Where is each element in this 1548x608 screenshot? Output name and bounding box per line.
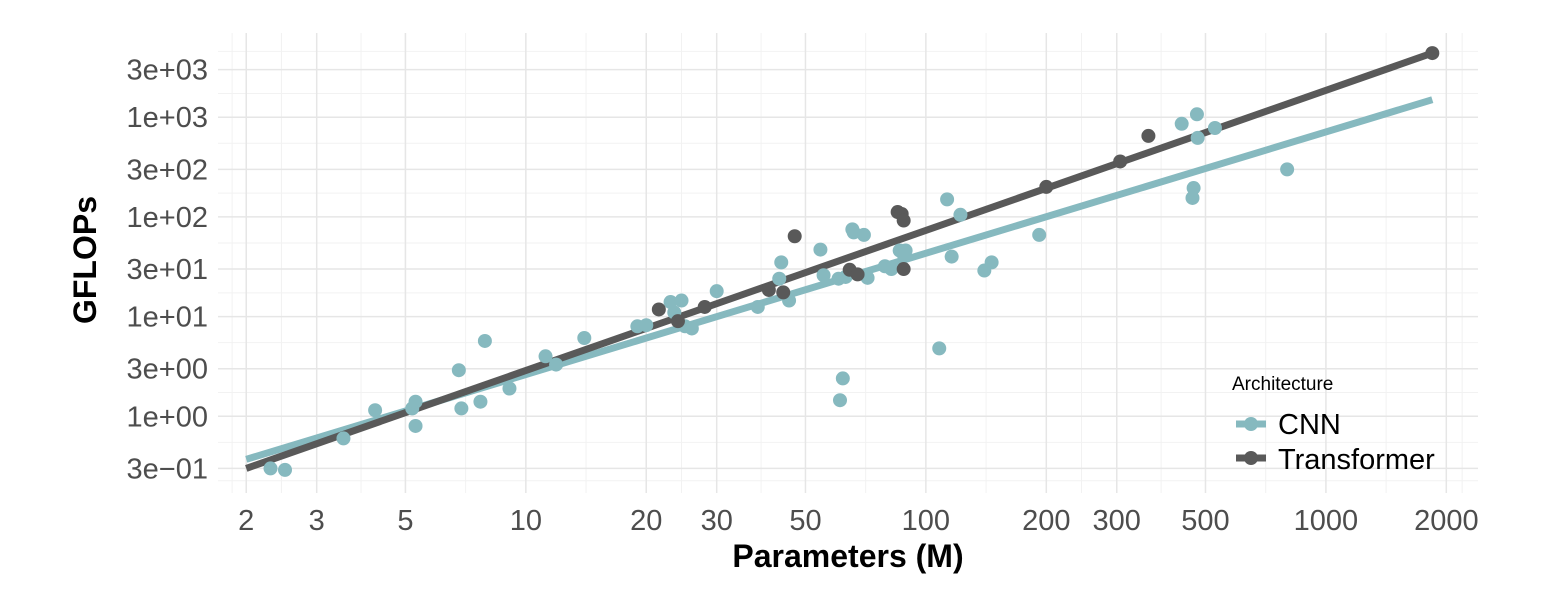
legend-item-transformer: Transformer [1236, 444, 1435, 476]
major-gridlines [218, 33, 1478, 493]
x-tick-label: 200 [1022, 505, 1070, 537]
data-point-cnn [1186, 181, 1201, 196]
data-point-cnn [502, 381, 517, 396]
data-point-cnn [816, 268, 831, 283]
data-point-cnn [984, 255, 999, 270]
data-point-cnn [932, 341, 947, 356]
data-point-cnn [263, 461, 278, 476]
data-point-transformer [787, 229, 802, 244]
data-point-cnn [549, 357, 564, 372]
legend-item-cnn: CNN [1236, 409, 1341, 441]
data-point-transformer [697, 299, 712, 314]
data-point-transformer [896, 262, 911, 277]
data-point-cnn [1207, 120, 1222, 135]
y-tick-label: 1e+03 [127, 102, 208, 134]
x-tick-label: 500 [1181, 505, 1229, 537]
data-point-transformer [1425, 46, 1440, 61]
x-tick-label: 300 [1093, 505, 1141, 537]
data-point-cnn [408, 418, 423, 433]
data-point-cnn [709, 284, 724, 299]
y-tick-label: 3e+01 [127, 254, 208, 286]
data-point-cnn [674, 293, 689, 308]
trend-line-transformer [245, 49, 1434, 472]
data-point-cnn [832, 393, 847, 408]
x-tick-label: 2000 [1414, 505, 1479, 537]
x-tick-label: 10 [510, 505, 542, 537]
data-point-cnn [577, 331, 592, 346]
data-point-cnn [898, 243, 913, 258]
data-point-cnn [940, 192, 955, 207]
data-point-cnn [774, 255, 789, 270]
legend: Architecture CNN Transformer [1232, 374, 1435, 476]
x-tick-label: 5 [397, 505, 413, 537]
x-tick-label: 30 [701, 505, 733, 537]
data-point-cnn [336, 431, 351, 446]
legend-label-transformer: Transformer [1278, 444, 1435, 476]
data-point-transformer [850, 267, 865, 282]
data-point-cnn [750, 299, 765, 314]
legend-title: Architecture [1232, 374, 1333, 395]
data-point-cnn [1189, 107, 1204, 122]
y-tick-label: 1e+02 [127, 202, 208, 234]
legend-label-cnn: CNN [1278, 409, 1341, 441]
legend-dot-transformer [1244, 451, 1258, 465]
data-points [263, 46, 1440, 477]
data-point-cnn [953, 207, 968, 222]
x-tick-label: 50 [789, 505, 821, 537]
data-point-transformer [670, 314, 685, 329]
y-axis-title: GFLOPs [67, 196, 103, 324]
y-tick-label: 3e+03 [127, 55, 208, 87]
data-point-cnn [473, 394, 488, 409]
y-tick-label: 1e+00 [127, 401, 208, 433]
data-point-cnn [813, 242, 828, 257]
data-point-transformer [761, 282, 776, 297]
data-point-cnn [477, 333, 492, 348]
data-point-cnn [368, 403, 383, 418]
data-point-transformer [1039, 179, 1054, 194]
data-point-cnn [1280, 162, 1295, 177]
x-tick-label: 2 [238, 505, 254, 537]
data-point-cnn [944, 249, 959, 264]
x-tick-label: 1000 [1294, 505, 1359, 537]
y-tick-label: 3e+00 [127, 354, 208, 386]
data-point-transformer [1141, 128, 1156, 143]
data-point-cnn [408, 394, 423, 409]
data-point-cnn [684, 321, 699, 336]
x-tick-label: 100 [902, 505, 950, 537]
y-tick-label: 1e+01 [127, 302, 208, 334]
data-point-transformer [651, 302, 666, 317]
data-point-cnn [835, 371, 850, 386]
data-point-transformer [896, 213, 911, 228]
data-point-transformer [1113, 154, 1128, 169]
data-point-cnn [639, 318, 654, 333]
x-axis-title: Parameters (M) [732, 538, 963, 574]
y-axis-tick-labels: 3e−01 1e+00 3e+00 1e+01 3e+01 1e+02 3e+02 1e+03… [127, 55, 208, 486]
data-point-cnn [884, 262, 899, 277]
data-point-transformer [776, 285, 791, 300]
y-tick-label: 3e+02 [127, 154, 208, 186]
data-point-cnn [856, 227, 871, 242]
data-point-cnn [772, 271, 787, 286]
x-tick-label: 20 [630, 505, 662, 537]
data-point-cnn [454, 401, 469, 416]
y-tick-label: 3e−01 [127, 453, 208, 485]
x-tick-label: 3 [309, 505, 325, 537]
data-point-cnn [1174, 116, 1189, 131]
data-point-cnn [538, 349, 553, 364]
x-axis-tick-labels: 2 3 5 10 20 30 50 100 200 300 500 1000 2000 [238, 505, 1478, 537]
data-point-cnn [278, 462, 293, 477]
data-point-cnn [451, 363, 466, 378]
legend-dot-cnn [1244, 417, 1258, 431]
data-point-cnn [1032, 227, 1047, 242]
data-point-cnn [1190, 130, 1205, 145]
